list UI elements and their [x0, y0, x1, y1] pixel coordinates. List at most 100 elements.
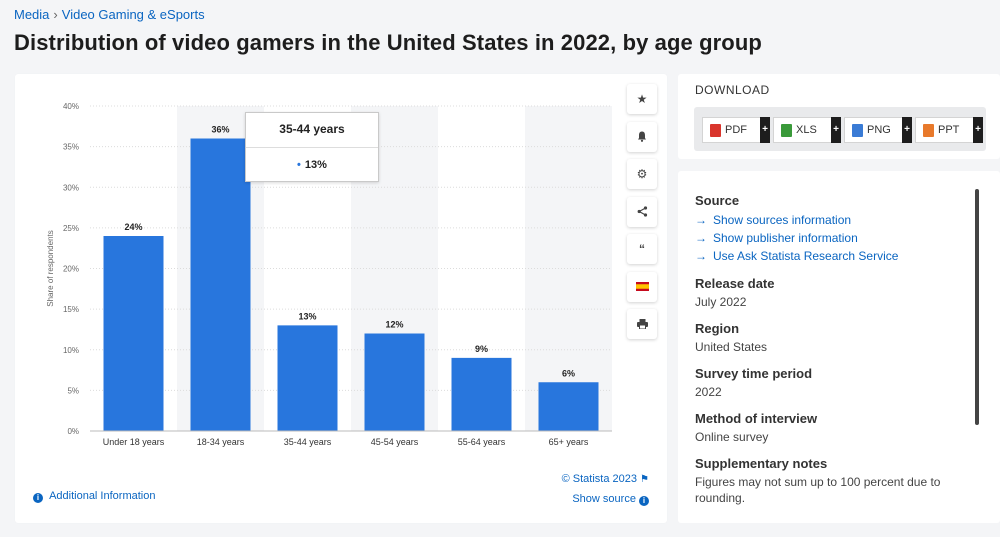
- info-panel: Source → Show sources information → Show p…: [678, 171, 1000, 523]
- arrow-right-icon: →: [695, 249, 707, 263]
- survey-period-block: Survey time period 2022: [695, 366, 967, 400]
- release-date-block: Release date July 2022: [695, 276, 967, 310]
- arrow-right-icon: →: [695, 213, 707, 227]
- download-panel: DOWNLOAD PDF + XLS + PNG + PPT +: [678, 74, 1000, 159]
- data-label: 12%: [385, 320, 403, 330]
- tooltip-series-dot: •: [297, 159, 301, 171]
- show-sources-text: Show sources information: [713, 213, 852, 227]
- download-xls-label: XLS: [796, 124, 817, 136]
- x-tick-label: Under 18 years: [103, 437, 165, 447]
- print-icon[interactable]: [627, 309, 657, 339]
- download-bar: PDF + XLS + PNG + PPT +: [694, 107, 986, 151]
- page-title: Distribution of video gamers in the Unit…: [14, 30, 762, 55]
- pdf-file-icon: [710, 123, 721, 137]
- region-heading: Region: [695, 321, 740, 336]
- research-service-link[interactable]: → Use Ask Statista Research Service: [695, 247, 967, 265]
- bar-18-34-years: [190, 138, 251, 431]
- download-pdf-button[interactable]: PDF: [702, 117, 760, 143]
- data-label: 24%: [124, 222, 142, 232]
- y-axis-label: Share of respondents: [46, 230, 55, 307]
- bar-under-18-years: [103, 236, 164, 431]
- info-icon: i: [33, 493, 43, 503]
- chart-card: 0% 5% 10% 15% 20% 25% 30% 35% 40% Share of respon…: [15, 74, 667, 523]
- notes-value: Figures may not sum up to 100 percent du…: [695, 475, 941, 505]
- method-block: Method of interview Online survey: [695, 411, 967, 445]
- show-publisher-link[interactable]: → Show publisher information: [695, 229, 967, 247]
- y-tick-label: 5%: [67, 386, 79, 395]
- source-block: Source → Show sources information → Show p…: [695, 193, 967, 265]
- statista-credit[interactable]: © Statista 2023 ⚑: [562, 473, 649, 485]
- download-png-label: PNG: [867, 124, 891, 136]
- y-tick-label: 40%: [63, 102, 79, 111]
- download-pdf-plus[interactable]: +: [760, 117, 770, 143]
- y-tick-label: 10%: [63, 346, 79, 355]
- breadcrumb-section[interactable]: Video Gaming & eSports: [61, 7, 205, 22]
- download-ppt-plus[interactable]: +: [973, 117, 983, 143]
- show-publisher-text: Show publisher information: [713, 231, 858, 245]
- download-pdf-label: PDF: [725, 124, 747, 136]
- x-tick-label: 18-34 years: [197, 437, 245, 447]
- method-heading: Method of interview: [695, 411, 818, 426]
- additional-information-link[interactable]: i Additional Information: [33, 490, 155, 503]
- show-source-text: Show source: [572, 493, 636, 505]
- flag-marker-icon: ⚑: [640, 474, 649, 485]
- data-label: 36%: [211, 125, 229, 135]
- y-tick-label: 0%: [67, 427, 79, 436]
- gear-icon[interactable]: ⚙: [627, 159, 657, 189]
- download-xls-plus[interactable]: +: [831, 117, 841, 143]
- share-icon[interactable]: [627, 196, 657, 227]
- download-xls-button[interactable]: XLS: [773, 117, 831, 143]
- release-date-value: July 2022: [695, 295, 747, 309]
- show-source-link[interactable]: Show source i: [572, 493, 649, 506]
- download-png-plus[interactable]: +: [902, 117, 912, 143]
- arrow-right-icon: →: [695, 231, 707, 245]
- bar-55-64-years: [451, 357, 512, 431]
- notes-heading: Supplementary notes: [695, 456, 828, 471]
- ppt-file-icon: [923, 123, 934, 137]
- bar-35-44-years: [277, 325, 338, 431]
- notes-block: Supplementary notes Figures may not sum …: [695, 456, 967, 506]
- x-tick-label: 35-44 years: [284, 437, 332, 447]
- y-tick-label: 25%: [63, 224, 79, 233]
- region-value: United States: [695, 340, 768, 354]
- breadcrumb-separator: ›: [53, 7, 58, 22]
- bar-65-years: [538, 382, 599, 431]
- source-heading: Source: [695, 193, 740, 208]
- research-service-text: Use Ask Statista Research Service: [713, 249, 899, 263]
- x-tick-label: 55-64 years: [458, 437, 506, 447]
- tooltip-title: 35-44 years: [246, 113, 378, 148]
- region-block: Region United States: [695, 321, 967, 355]
- flag-icon[interactable]: [627, 271, 657, 302]
- chart-tooltip: 35-44 years • 13%: [245, 112, 379, 182]
- credit-text: © Statista 2023: [561, 473, 637, 485]
- chart-toolbar: ★ ⚙ “: [627, 84, 657, 347]
- breadcrumb: Media › Video Gaming & eSports: [14, 7, 205, 22]
- x-tick-label: 45-54 years: [371, 437, 419, 447]
- survey-period-value: 2022: [695, 385, 722, 399]
- data-label: 9%: [475, 344, 488, 354]
- png-file-icon: [852, 123, 863, 137]
- survey-period-heading: Survey time period: [695, 366, 813, 381]
- xls-file-icon: [781, 123, 792, 137]
- breadcrumb-root[interactable]: Media: [14, 7, 50, 22]
- release-date-heading: Release date: [695, 276, 775, 291]
- tooltip-value: 13%: [304, 159, 327, 171]
- info-scrollbar[interactable]: [975, 189, 979, 425]
- download-ppt-button[interactable]: PPT: [915, 117, 973, 143]
- method-value: Online survey: [695, 430, 769, 444]
- y-tick-label: 30%: [63, 183, 79, 192]
- data-label: 6%: [562, 368, 575, 378]
- tooltip-value-row: • 13%: [246, 148, 378, 182]
- x-tick-label: 65+ years: [549, 437, 589, 447]
- download-png-button[interactable]: PNG: [844, 117, 902, 143]
- data-label: 13%: [298, 311, 316, 321]
- download-ppt-label: PPT: [938, 124, 960, 136]
- quote-icon[interactable]: “: [627, 234, 657, 264]
- y-tick-label: 35%: [63, 143, 79, 152]
- star-icon[interactable]: ★: [627, 84, 657, 114]
- bell-icon[interactable]: [627, 121, 657, 152]
- y-tick-label: 15%: [63, 305, 79, 314]
- show-sources-link[interactable]: → Show sources information: [695, 211, 967, 229]
- info-icon: i: [639, 496, 649, 506]
- bar-45-54-years: [364, 333, 425, 431]
